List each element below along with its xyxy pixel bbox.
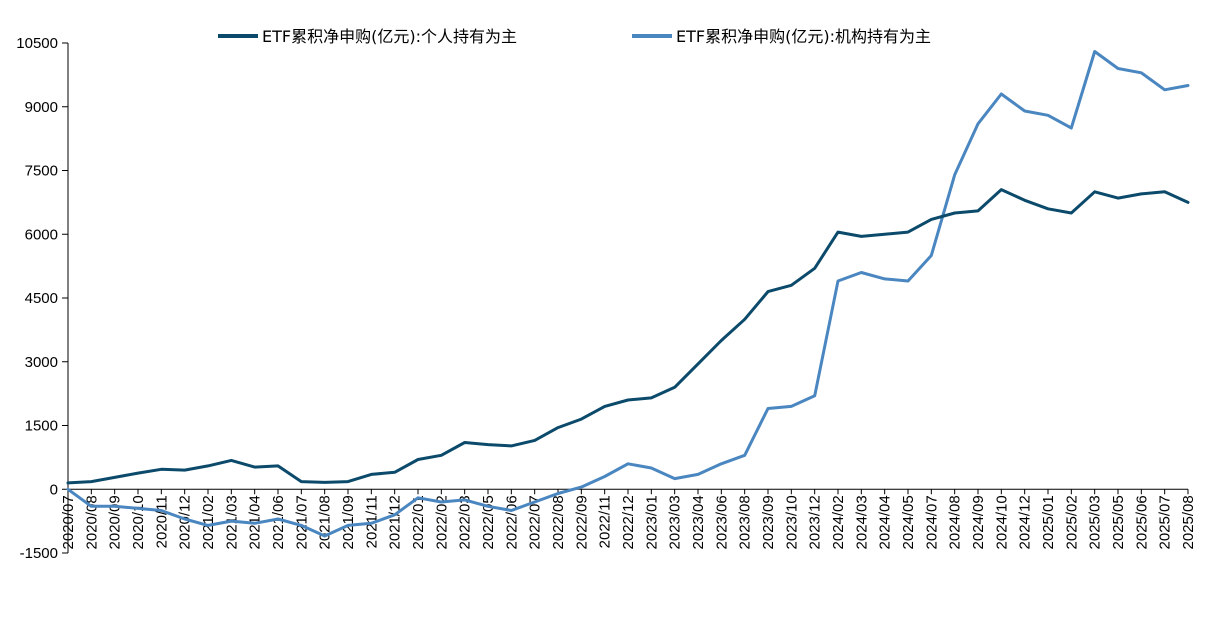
x-tick-label: 2021/08 [317,495,334,549]
x-tick-label: 2023/01 [643,495,660,549]
x-tick-label: 2023/08 [737,495,754,549]
x-tick-label: 2025/03 [1087,495,1104,549]
y-tick-label: 9000 [25,99,58,116]
x-tick-label: 2024/12 [1017,495,1034,549]
y-tick-label: 3000 [25,354,58,371]
plot-area [66,50,1190,538]
y-tick-label: 10500 [16,35,58,52]
x-tick-label: 2024/08 [947,495,964,549]
x-tick-label: 2021/09 [340,495,357,549]
x-tick-label: 2020/12 [177,495,194,549]
x-tick-label: 2023/04 [690,495,707,549]
x-tick-label: 2025/08 [1180,495,1197,549]
x-tick-label: 2022/06 [503,495,520,549]
series-line-institutional [66,50,1190,538]
x-tick-label: 2022/12 [620,495,637,549]
x-tick-label: 2022/08 [550,495,567,549]
series-line-personal [66,188,1190,485]
x-tick-label: 2022/09 [573,495,590,549]
x-tick-label: 2023/12 [807,495,824,549]
x-tick-label: 2022/11 [597,495,614,548]
y-tick-label: 1500 [25,418,58,435]
x-tick-label: 2024/09 [970,495,987,549]
x-tick-label: 2024/07 [923,495,940,549]
x-tick-label: 2021/02 [200,495,217,549]
x-tick-label: 2024/02 [830,495,847,549]
y-tick-label: 4500 [25,290,58,307]
x-tick-label: 2023/09 [760,495,777,549]
x-tick-label: 2020/10 [130,495,147,549]
x-tick-label: 2020/07 [60,495,77,549]
x-tick-label: 2021/12 [387,495,404,549]
x-tick-label: 2022/05 [480,495,497,549]
x-tick-label: 2025/07 [1157,495,1174,549]
x-tick-label: 2025/06 [1133,495,1150,549]
y-tick-label: 0 [50,481,58,498]
x-tick-label: 2021/06 [270,495,287,549]
legend-label-personal: ETF累积净申购(亿元):个人持有为主 [262,27,517,46]
x-tick-label: 2024/05 [900,495,917,549]
x-tick-label: 2021/07 [293,495,310,549]
x-tick-label: 2025/05 [1110,495,1127,549]
x-tick-label: 2024/03 [853,495,870,549]
x-tick-label: 2022/01 [410,495,427,549]
x-tick-label: 2022/02 [433,495,450,549]
y-tick-label: 6000 [25,226,58,243]
x-tick-label: 2023/03 [667,495,684,549]
x-tick-label: 2025/01 [1040,495,1057,549]
x-tick-label: 2020/11 [153,495,170,548]
chart-legend: ETF累积净申购(亿元):个人持有为主 ETF累积净申购(亿元):机构持有为主 [218,27,931,46]
x-tick-label: 2020/09 [107,495,124,549]
x-tick-label: 2020/08 [83,495,100,549]
x-tick-label: 2022/03 [457,495,474,549]
x-axis: 2020/07 2020/08 2020/09 2020/10 2020/11 2020/… [60,488,1197,549]
x-tick-label: 2023/10 [783,495,800,549]
x-tick-label: 2023/06 [713,495,730,549]
x-tick-label: 2024/04 [877,495,894,549]
x-tick-label: 2025/02 [1063,495,1080,549]
x-tick-label: 2022/07 [527,495,544,549]
x-tick-label: 2024/10 [993,495,1010,549]
y-axis: -1500 0 1500 3000 4500 6000 7500 9000 10500 [16,35,69,562]
y-tick-label: 7500 [25,163,58,180]
legend-label-institutional: ETF累积净申购(亿元):机构持有为主 [676,27,931,46]
y-tick-label: -1500 [20,545,58,562]
